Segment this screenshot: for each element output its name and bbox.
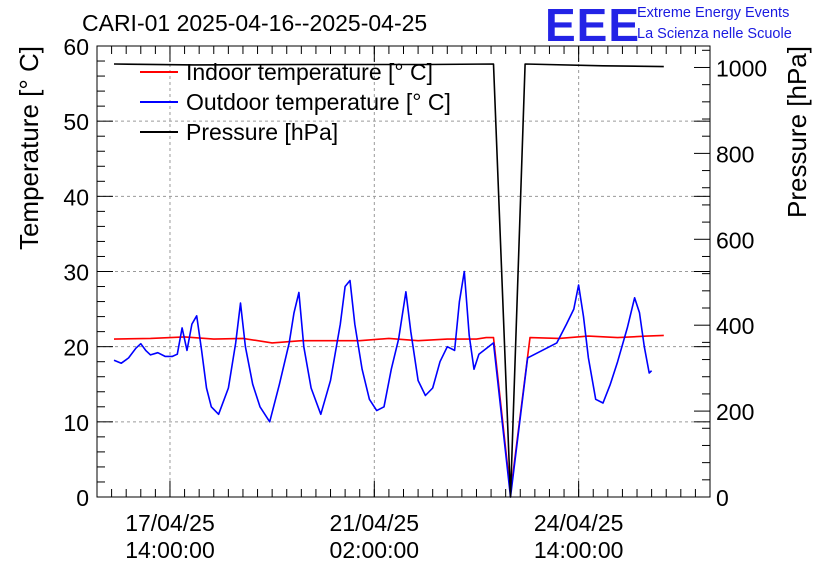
eee-logo: EEE Extreme Energy Events La Scienza nel… [545, 0, 833, 51]
legend-label-2: Outdoor temperature [° C] [186, 89, 451, 115]
x-tick-label-date: 17/04/25 [125, 510, 215, 536]
y-axis-title: Temperature [° C] [14, 46, 44, 250]
x-tick-label-time: 14:00:00 [534, 537, 624, 563]
y2-axis-title: Pressure [hPa] [782, 46, 812, 218]
x-tick-label-time: 14:00:00 [125, 537, 215, 563]
series-line-3 [113, 63, 664, 498]
eee-logo-mark: EEE [545, 0, 641, 51]
y-tick-label: 20 [63, 335, 89, 361]
chart-title: CARI-01 2025-04-16--2025-04-25 [82, 10, 428, 36]
grid [97, 46, 710, 497]
series-line-1 [113, 334, 664, 495]
logo-text-line1: Extreme Energy Events [637, 5, 790, 21]
y2-tick-label: 200 [716, 399, 754, 425]
y2-tick-label: 400 [716, 313, 754, 339]
series-group [113, 63, 664, 498]
axes: 01020304050600200400600800100017/04/2514… [14, 34, 812, 563]
y2-tick-label: 0 [716, 485, 729, 511]
legend-label-3: Pressure [hPa] [186, 119, 338, 145]
y-tick-label: 30 [63, 260, 89, 286]
legend-label-1: Indoor temperature [° C] [186, 59, 433, 85]
x-tick-label-time: 02:00:00 [330, 537, 420, 563]
y-tick-label: 0 [76, 485, 89, 511]
y-tick-label: 60 [63, 34, 89, 60]
y2-tick-label: 600 [716, 227, 754, 253]
x-tick-label-date: 24/04/25 [534, 510, 624, 536]
series-line-2 [113, 270, 653, 498]
x-tick-label-date: 21/04/25 [330, 510, 420, 536]
y2-tick-label: 1000 [716, 55, 767, 81]
legend: Indoor temperature [° C] Outdoor temperat… [140, 59, 451, 145]
y-tick-label: 40 [63, 184, 89, 210]
y-tick-label: 10 [63, 410, 89, 436]
logo-text-line2: La Scienza nelle Scuole [637, 26, 792, 42]
y-tick-label: 50 [63, 109, 89, 135]
y2-tick-label: 800 [716, 141, 754, 167]
